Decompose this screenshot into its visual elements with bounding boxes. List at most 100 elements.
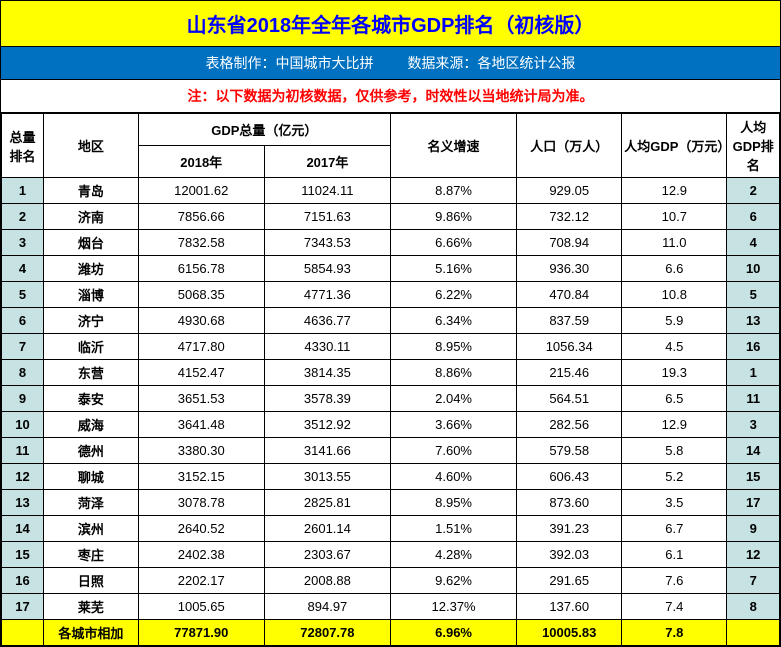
cell-pcgdp: 12.9 [622,412,727,438]
subtitle-bar: 表格制作：中国城市大比拼 数据来源：各地区统计公报 [1,47,780,80]
cell-pop: 936.30 [517,256,622,282]
table-row: 7临沂4717.804330.118.95%1056.344.516 [2,334,780,360]
cell-pop: 606.43 [517,464,622,490]
cell-pop: 929.05 [517,178,622,204]
cell-pop: 873.60 [517,490,622,516]
cell-pcrank: 8 [727,594,780,620]
cell-rank: 3 [2,230,44,256]
cell-pcgdp: 6.7 [622,516,727,542]
cell-rank: 2 [2,204,44,230]
cell-pop: 1056.34 [517,334,622,360]
cell-growth: 6.66% [390,230,516,256]
cell-pcgdp: 10.8 [622,282,727,308]
cell-rank: 14 [2,516,44,542]
cell-rank: 12 [2,464,44,490]
cell-pcrank: 7 [727,568,780,594]
cell-pop: 579.58 [517,438,622,464]
table-row: 10威海3641.483512.923.66%282.5612.93 [2,412,780,438]
cell-pcrank: 13 [727,308,780,334]
cell-pcgdp: 6.5 [622,386,727,412]
cell-region: 济南 [44,204,139,230]
cell-region: 临沂 [44,334,139,360]
cell-pcgdp: 6.6 [622,256,727,282]
header-gdp-2018: 2018年 [138,146,264,178]
cell-gdp2017: 2008.88 [264,568,390,594]
cell-region: 聊城 [44,464,139,490]
cell-gdp2018: 4717.80 [138,334,264,360]
sum-gdp2018: 77871.90 [138,620,264,646]
cell-growth: 4.60% [390,464,516,490]
cell-gdp2017: 894.97 [264,594,390,620]
table-row: 9泰安3651.533578.392.04%564.516.511 [2,386,780,412]
cell-pcrank: 16 [727,334,780,360]
gdp-ranking-table-container: 山东省2018年全年各城市GDP排名（初核版） 表格制作：中国城市大比拼 数据来… [0,0,781,647]
cell-gdp2018: 3651.53 [138,386,264,412]
gdp-table: 总量排名 地区 GDP总量（亿元） 名义增速 人口（万人） 人均GDP（万元） … [1,113,780,646]
table-row: 8东营4152.473814.358.86%215.4619.31 [2,360,780,386]
table-row: 15枣庄2402.382303.674.28%392.036.112 [2,542,780,568]
cell-region: 滨州 [44,516,139,542]
cell-pop: 732.12 [517,204,622,230]
cell-region: 烟台 [44,230,139,256]
cell-pcrank: 11 [727,386,780,412]
sum-gdp2017: 72807.78 [264,620,390,646]
cell-gdp2018: 12001.62 [138,178,264,204]
cell-gdp2018: 3380.30 [138,438,264,464]
cell-gdp2017: 4771.36 [264,282,390,308]
table-row: 13菏泽3078.782825.818.95%873.603.517 [2,490,780,516]
cell-growth: 9.86% [390,204,516,230]
cell-gdp2018: 4152.47 [138,360,264,386]
header-region: 地区 [44,114,139,178]
cell-pcrank: 3 [727,412,780,438]
header-pcgdp: 人均GDP（万元） [622,114,727,178]
table-row: 4潍坊6156.785854.935.16%936.306.610 [2,256,780,282]
cell-region: 淄博 [44,282,139,308]
header-pcrank: 人均GDP排名 [727,114,780,178]
cell-gdp2017: 4636.77 [264,308,390,334]
cell-rank: 7 [2,334,44,360]
cell-pcgdp: 11.0 [622,230,727,256]
table-row: 14滨州2640.522601.141.51%391.236.79 [2,516,780,542]
header-growth: 名义增速 [390,114,516,178]
cell-growth: 12.37% [390,594,516,620]
cell-gdp2018: 3641.48 [138,412,264,438]
cell-pop: 391.23 [517,516,622,542]
sum-label: 各城市相加 [44,620,139,646]
cell-pcgdp: 7.4 [622,594,727,620]
cell-pcrank: 12 [727,542,780,568]
table-row: 17莱芜1005.65894.9712.37%137.607.48 [2,594,780,620]
cell-gdp2017: 2825.81 [264,490,390,516]
table-body: 1青岛12001.6211024.118.87%929.0512.922济南78… [2,178,780,646]
cell-rank: 10 [2,412,44,438]
cell-growth: 8.95% [390,490,516,516]
cell-pop: 291.65 [517,568,622,594]
cell-pcrank: 14 [727,438,780,464]
table-row: 1青岛12001.6211024.118.87%929.0512.92 [2,178,780,204]
cell-region: 济宁 [44,308,139,334]
cell-gdp2018: 2202.17 [138,568,264,594]
cell-pcgdp: 3.5 [622,490,727,516]
table-row: 12聊城3152.153013.554.60%606.435.215 [2,464,780,490]
table-header: 总量排名 地区 GDP总量（亿元） 名义增速 人口（万人） 人均GDP（万元） … [2,114,780,178]
cell-rank: 4 [2,256,44,282]
cell-pop: 215.46 [517,360,622,386]
cell-gdp2017: 4330.11 [264,334,390,360]
cell-region: 枣庄 [44,542,139,568]
page-title: 山东省2018年全年各城市GDP排名（初核版） [1,9,780,38]
cell-rank: 1 [2,178,44,204]
cell-gdp2018: 1005.65 [138,594,264,620]
cell-pcrank: 17 [727,490,780,516]
cell-growth: 9.62% [390,568,516,594]
cell-pop: 564.51 [517,386,622,412]
cell-pop: 470.84 [517,282,622,308]
cell-gdp2018: 7832.58 [138,230,264,256]
cell-growth: 7.60% [390,438,516,464]
cell-gdp2017: 2303.67 [264,542,390,568]
table-row: 11德州3380.303141.667.60%579.585.814 [2,438,780,464]
header-gdp-total: GDP总量（亿元） [138,114,390,146]
cell-growth: 2.04% [390,386,516,412]
cell-pcrank: 10 [727,256,780,282]
cell-growth: 6.22% [390,282,516,308]
title-bar: 山东省2018年全年各城市GDP排名（初核版） [1,1,780,47]
cell-gdp2017: 3141.66 [264,438,390,464]
